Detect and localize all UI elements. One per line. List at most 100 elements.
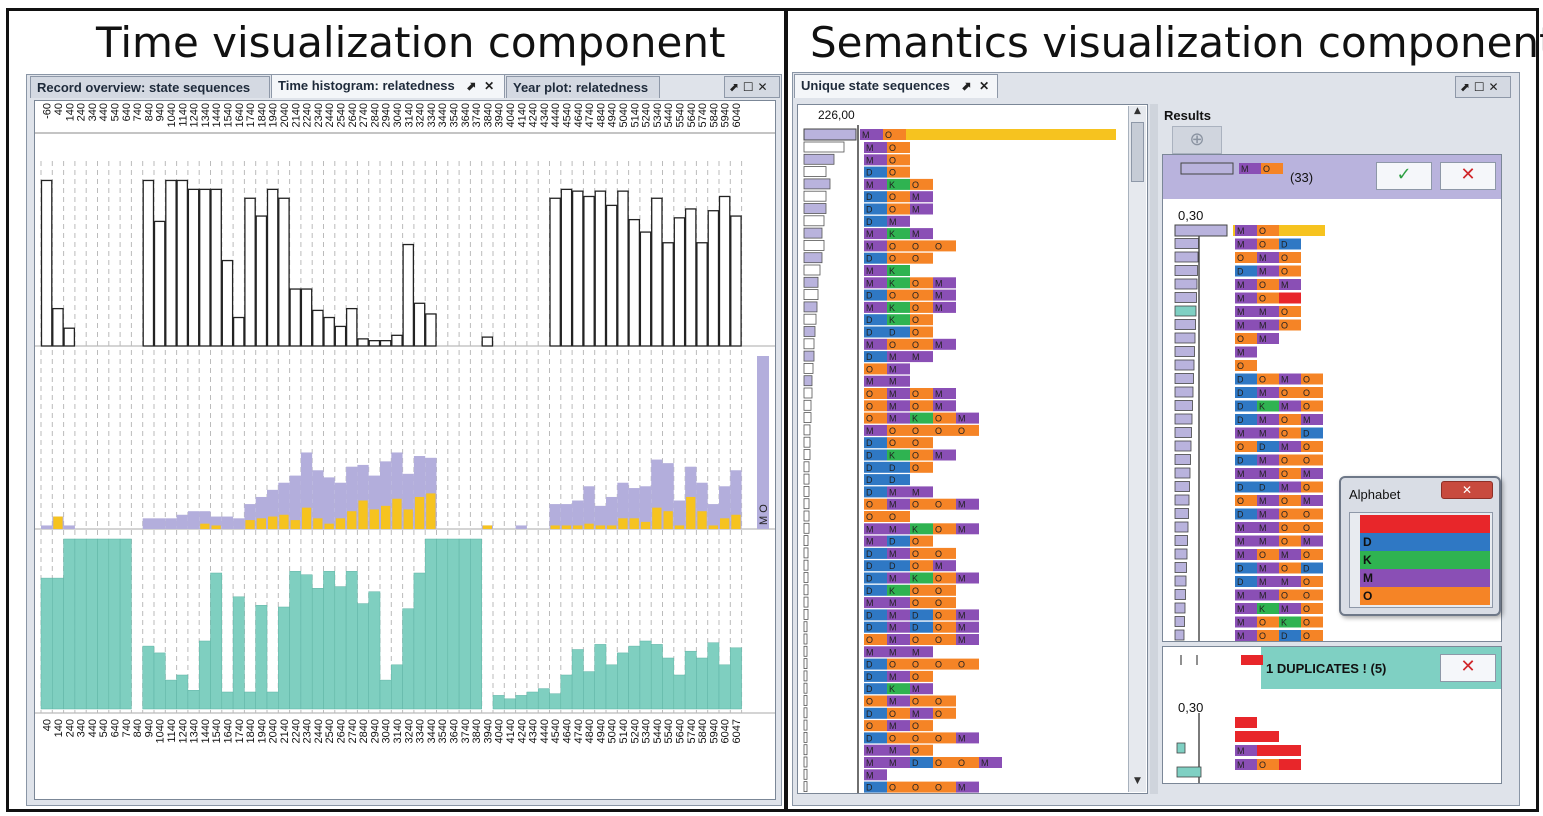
sequence-cell (956, 634, 979, 645)
sequence-letter: M (889, 364, 897, 374)
relatedness-bar (289, 475, 301, 529)
group-seq-letter: M (1241, 164, 1249, 174)
frequency-bar (1174, 251, 1199, 263)
sequence-letter: M (889, 697, 897, 707)
pin-icon[interactable]: ⬈ (961, 79, 972, 93)
alphabet-item[interactable]: O (1360, 587, 1490, 605)
sequence-letter: O (912, 241, 919, 251)
result-seq-cell (1235, 279, 1257, 290)
alphabet-item[interactable]: M (1360, 569, 1490, 587)
sequence-letter: K (889, 180, 895, 190)
sequence-letter: O (889, 660, 896, 670)
result-seq-cell (1235, 616, 1257, 628)
sequence-letter: M (889, 647, 897, 657)
add-icon[interactable]: ⊕ (1172, 126, 1222, 154)
result-seq-cell (1279, 562, 1301, 574)
tab-year-plot[interactable]: Year plot: relatedness (506, 76, 660, 98)
result-seq-cell (1257, 535, 1279, 547)
sequence-cell (910, 584, 933, 596)
histogram-bar (40, 179, 53, 347)
sequence-cell (887, 658, 910, 670)
sequence-cell (910, 707, 933, 719)
reject-duplicates-button[interactable]: ✕ (1440, 654, 1496, 682)
frequency-bar (803, 203, 827, 214)
scroll-down-icon[interactable]: ▼ (1134, 776, 1141, 786)
sequences-scrollbar[interactable]: ▲ ▼ (1128, 106, 1146, 792)
result-seq-cell (1279, 279, 1301, 290)
pin-icon[interactable]: ⬈ (729, 80, 740, 94)
teal-bar (345, 571, 358, 710)
group-count: (33) (1290, 170, 1314, 185)
result-seq-letter: O (1259, 294, 1266, 304)
teal-bar (718, 664, 731, 710)
tick-label: 1540 (211, 719, 223, 743)
relatedness-bar (549, 504, 561, 529)
tick-label: 4140 (516, 103, 528, 127)
close-icon[interactable]: ✕ (484, 79, 495, 93)
sequence-letter: M (958, 524, 966, 534)
pin-icon[interactable]: ⬈ (466, 79, 477, 93)
sequence-cell (864, 203, 887, 215)
result-seq-cell (1279, 522, 1301, 533)
teal-bar (730, 647, 742, 710)
sequence-cell (887, 437, 910, 449)
result-seq-cell (1301, 373, 1323, 385)
alphabet-item[interactable]: D (1360, 533, 1490, 551)
sequence-cell (933, 658, 956, 670)
result-seq-cell (1279, 495, 1301, 506)
sequence-letter: M (912, 205, 920, 215)
tab-unique-state-sequences[interactable]: Unique state sequences ⬈ ✕ (794, 74, 998, 98)
close-icon[interactable]: ✕ (757, 80, 768, 94)
sequence-cell (956, 523, 979, 535)
frequency-bar (803, 744, 808, 756)
scroll-up-icon[interactable]: ▲ (1134, 106, 1141, 116)
tick-label: 2140 (290, 103, 302, 127)
sequence-cell (864, 265, 887, 276)
dup-seq-letter: M (1237, 746, 1245, 756)
sequence-cell (933, 584, 956, 596)
relatedness-bar (584, 523, 594, 529)
sequence-letter: M (958, 574, 966, 584)
dup-seq-cell (1257, 759, 1279, 770)
splitter[interactable] (1150, 104, 1158, 794)
tick-label: 240 (76, 103, 88, 121)
sequence-cell (933, 757, 956, 768)
relatedness-bar (651, 459, 663, 529)
sequence-letter: O (935, 524, 942, 534)
frequency-bar (803, 584, 809, 596)
sequence-letter: O (912, 697, 919, 707)
tab-record-overview[interactable]: Record overview: state sequences (30, 76, 270, 98)
frequency-bar (803, 695, 808, 706)
sequence-cell (910, 437, 933, 449)
sequence-letter: D (866, 463, 873, 473)
tab-time-histogram[interactable]: Time histogram: relatedness ⬈ ✕ (271, 74, 505, 98)
sequence-letter: M (912, 192, 920, 202)
reject-button[interactable]: ✕ (1440, 162, 1496, 190)
tick-label: 5540 (663, 719, 675, 743)
frequency-bar (1174, 535, 1188, 546)
sequence-cell (933, 572, 956, 584)
sequence-cell (864, 338, 887, 350)
maximize-icon[interactable]: ☐ (1473, 80, 1485, 94)
result-seq-letter: O (1303, 510, 1310, 520)
teal-bar (628, 645, 641, 710)
close-icon[interactable]: ✕ (979, 79, 990, 93)
close-icon[interactable]: ✕ (1488, 80, 1499, 94)
tick-label: 5940 (708, 719, 720, 743)
maximize-icon[interactable]: ☐ (742, 80, 754, 94)
histogram-bar (357, 338, 369, 347)
histogram-bar (323, 316, 335, 347)
alphabet-item[interactable]: K (1360, 551, 1490, 569)
dup-seq-cell (1257, 731, 1279, 742)
alphabet-close-button[interactable]: ✕ (1441, 481, 1493, 499)
legend-bar (757, 356, 769, 529)
accept-button[interactable]: ✓ (1376, 162, 1432, 190)
pin-icon[interactable]: ⬈ (1460, 80, 1471, 94)
alphabet-item[interactable] (1360, 515, 1490, 533)
scroll-thumb[interactable] (1131, 122, 1144, 182)
sequence-cell (979, 757, 1002, 768)
group-seq-cell (1239, 163, 1261, 174)
relatedness-bar (708, 525, 718, 529)
teal-bar (470, 538, 482, 710)
sequence-cell (933, 621, 956, 633)
